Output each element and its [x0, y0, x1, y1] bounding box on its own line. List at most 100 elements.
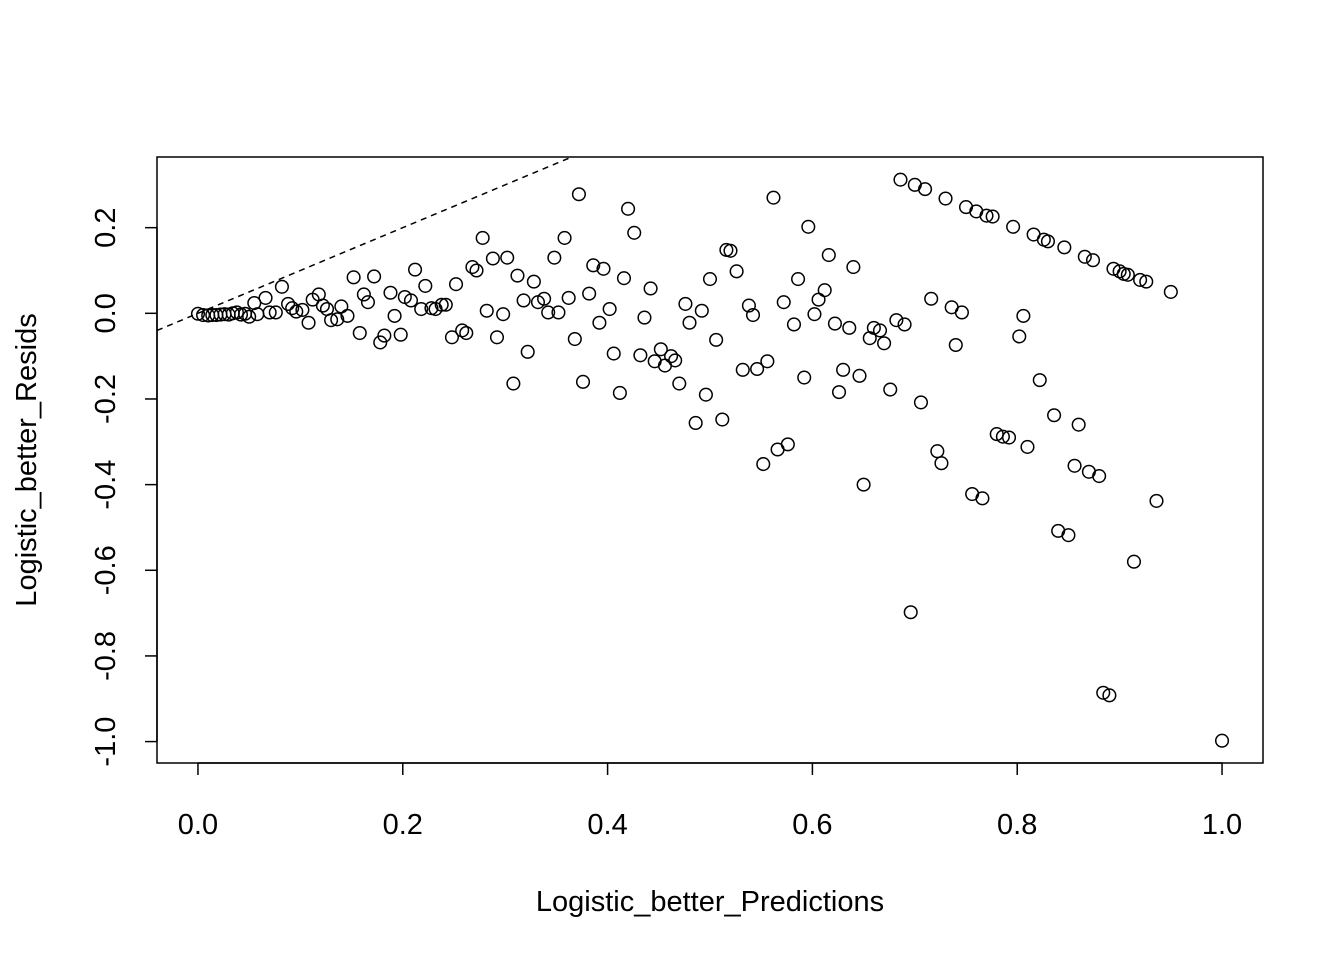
data-point	[668, 353, 683, 368]
data-point	[526, 274, 541, 289]
data-point	[444, 330, 459, 345]
data-point	[602, 301, 617, 317]
data-point	[469, 263, 484, 278]
data-point	[190, 306, 206, 321]
data-point	[637, 310, 652, 325]
data-point	[367, 269, 382, 284]
data-point	[561, 290, 576, 305]
reference-line	[157, 157, 574, 332]
x-tick-label: 0.2	[383, 809, 423, 841]
data-point	[360, 295, 376, 310]
data-point	[1092, 469, 1107, 484]
data-point	[995, 429, 1010, 444]
data-point	[352, 325, 367, 341]
data-point	[1016, 308, 1031, 323]
data-point	[877, 336, 892, 351]
data-point	[510, 268, 525, 283]
y-tick-label: -0.2	[90, 374, 122, 424]
y-axis: -1.0 -0.8 -0.6 -0.4 -0.2 0.0 0.2	[90, 208, 158, 767]
data-point	[821, 248, 836, 263]
data-point	[930, 444, 945, 459]
data-point	[893, 172, 908, 187]
data-point	[373, 335, 388, 350]
y-tick-label: -0.4	[90, 460, 122, 510]
data-point	[520, 344, 535, 359]
data-point	[1006, 219, 1021, 234]
data-point	[1085, 253, 1101, 268]
data-point	[1001, 430, 1017, 445]
data-point	[500, 250, 515, 265]
data-point	[766, 190, 781, 205]
data-point	[903, 605, 918, 620]
reference-line-layer	[157, 157, 574, 332]
data-point	[537, 291, 552, 306]
data-point	[698, 387, 713, 402]
data-point	[582, 286, 597, 301]
data-point	[709, 332, 724, 347]
data-point	[797, 370, 812, 385]
data-point	[1096, 685, 1111, 700]
data-point	[242, 309, 257, 324]
data-point	[811, 292, 826, 307]
data-point	[715, 412, 730, 427]
data-point	[315, 298, 330, 313]
data-point	[750, 361, 765, 377]
x-tick-label: 0.0	[178, 809, 218, 841]
data-point	[756, 457, 771, 472]
data-point	[872, 323, 888, 338]
plot-frame	[156, 156, 1264, 764]
data-point	[408, 262, 423, 277]
data-point	[295, 302, 310, 317]
y-axis-label: Logistic_better_Resids	[11, 313, 43, 606]
data-point	[682, 315, 697, 330]
data-point	[831, 385, 847, 400]
data-point	[866, 320, 881, 335]
data-point	[557, 230, 572, 245]
data-point	[913, 395, 929, 410]
data-point	[780, 437, 795, 452]
data-point	[551, 305, 566, 320]
data-point	[807, 307, 822, 322]
data-point	[459, 325, 474, 341]
data-point	[856, 477, 871, 492]
data-point	[621, 201, 636, 216]
data-point	[506, 376, 521, 391]
data-point	[596, 261, 611, 276]
data-point	[897, 317, 912, 332]
data-point	[760, 354, 775, 369]
data-point	[735, 362, 750, 377]
data-point	[836, 362, 851, 377]
x-axis-label: Logistic_better_Predictions	[536, 886, 884, 918]
data-point	[1149, 493, 1164, 508]
data-point	[393, 327, 408, 342]
data-point	[383, 285, 398, 300]
data-point	[1067, 458, 1082, 473]
y-tick-label: 0.2	[90, 208, 122, 248]
data-point	[938, 191, 953, 206]
data-point	[985, 209, 1000, 224]
data-point	[934, 456, 949, 471]
x-tick-label: 0.6	[792, 809, 832, 841]
data-point	[516, 293, 531, 308]
data-point	[1214, 733, 1230, 748]
data-point	[924, 291, 939, 306]
data-point	[1020, 439, 1035, 454]
data-point	[448, 277, 464, 292]
data-point	[1032, 373, 1047, 388]
data-point	[729, 264, 744, 279]
data-point	[334, 299, 349, 314]
data-point	[1112, 264, 1127, 279]
data-point	[776, 295, 791, 310]
data-point	[285, 301, 300, 316]
data-point	[571, 187, 586, 202]
data-point	[475, 230, 490, 245]
data-point	[1120, 267, 1135, 282]
data-point	[702, 272, 718, 287]
data-point	[616, 271, 632, 286]
data-point	[694, 303, 709, 318]
y-tick-label: -0.8	[90, 631, 122, 681]
data-point	[274, 279, 289, 294]
data-point	[1040, 234, 1055, 249]
data-point	[672, 376, 687, 391]
